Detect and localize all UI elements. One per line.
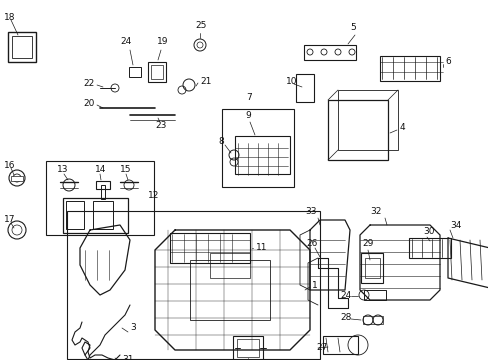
Bar — [129, 67, 141, 77]
Text: 5: 5 — [349, 23, 355, 32]
Text: 19: 19 — [157, 37, 168, 46]
Bar — [190, 260, 269, 320]
Text: 29: 29 — [361, 239, 373, 248]
Text: 28: 28 — [339, 314, 351, 323]
Bar — [11, 175, 23, 180]
Bar — [62, 198, 127, 233]
Text: 7: 7 — [245, 94, 251, 103]
Text: 22: 22 — [83, 78, 94, 87]
Bar — [232, 336, 263, 360]
Bar — [327, 100, 387, 160]
Text: 4: 4 — [399, 123, 405, 132]
Bar — [379, 55, 439, 81]
Bar — [8, 32, 36, 62]
Bar — [66, 201, 84, 229]
Bar — [362, 316, 382, 324]
Bar — [234, 136, 289, 174]
Bar — [360, 253, 382, 283]
Text: 18: 18 — [4, 13, 16, 22]
Text: 26: 26 — [305, 239, 317, 248]
Bar — [46, 161, 154, 235]
Bar — [151, 65, 163, 79]
Text: 12: 12 — [148, 190, 159, 199]
Text: 1: 1 — [311, 280, 317, 289]
Text: 33: 33 — [305, 207, 316, 216]
Text: 25: 25 — [195, 21, 206, 30]
Bar — [222, 109, 293, 187]
Bar — [209, 252, 249, 278]
Bar — [322, 336, 357, 354]
Text: 34: 34 — [449, 220, 461, 230]
Text: 24: 24 — [120, 37, 131, 46]
Text: 31: 31 — [122, 356, 133, 360]
Bar — [304, 45, 355, 59]
Bar — [408, 238, 450, 258]
Bar — [237, 339, 259, 357]
Bar — [295, 74, 313, 102]
Text: 27: 27 — [315, 342, 326, 351]
Text: 13: 13 — [57, 166, 68, 175]
Text: 17: 17 — [4, 216, 16, 225]
Text: 11: 11 — [256, 243, 267, 252]
Bar — [101, 185, 105, 199]
Text: 10: 10 — [285, 77, 297, 86]
Text: 16: 16 — [4, 161, 16, 170]
Bar — [364, 258, 379, 278]
Text: 6: 6 — [444, 58, 450, 67]
Text: 21: 21 — [200, 77, 211, 86]
Bar — [12, 36, 32, 58]
Text: 23: 23 — [155, 121, 166, 130]
Text: 9: 9 — [244, 111, 250, 120]
Bar — [337, 90, 397, 150]
Bar — [170, 233, 249, 263]
Bar — [93, 201, 113, 229]
Text: 3: 3 — [130, 324, 136, 333]
Bar — [148, 62, 165, 82]
Text: 14: 14 — [95, 166, 106, 175]
Text: 20: 20 — [83, 99, 94, 108]
Bar — [66, 211, 319, 359]
Bar — [96, 181, 110, 189]
Text: 32: 32 — [369, 207, 381, 216]
Text: 30: 30 — [422, 228, 434, 237]
Text: 24: 24 — [339, 291, 350, 300]
Text: 15: 15 — [120, 166, 131, 175]
Text: 8: 8 — [218, 138, 224, 147]
Bar — [363, 290, 385, 300]
